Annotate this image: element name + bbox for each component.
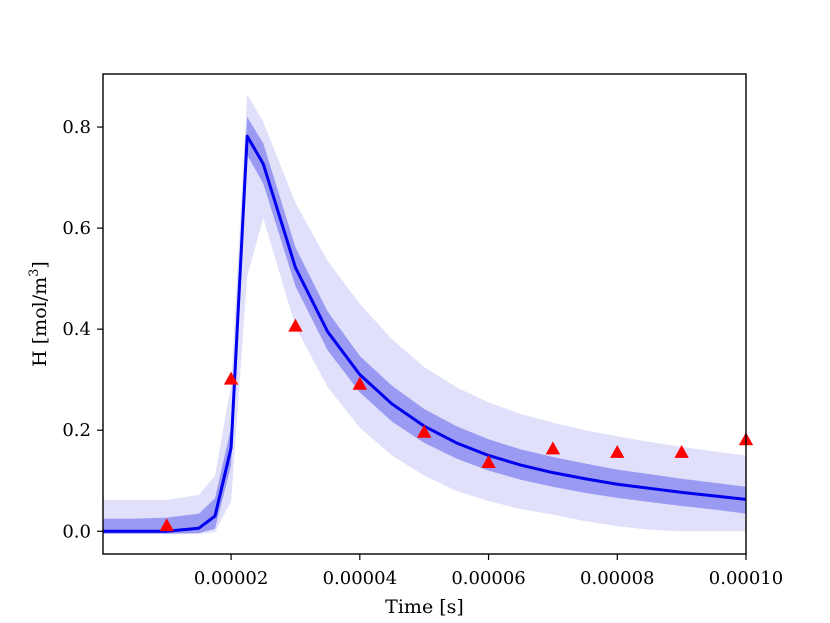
plot-area (103, 94, 746, 534)
observation-marker (352, 376, 368, 390)
y-tick-label: 0.8 (62, 117, 91, 138)
observation-marker (674, 444, 689, 458)
mean-prediction-line (103, 134, 746, 533)
y-axis-label-main: H [mol/m (29, 277, 51, 367)
x-tick-label: 0.00002 (194, 568, 268, 589)
y-axis-label-superscript: 3 (27, 269, 42, 277)
observation-marker (610, 444, 625, 458)
outer-uncertainty-band (103, 94, 746, 534)
x-tick-label: 0.00006 (451, 568, 525, 589)
y-axis-label-close: ] (29, 261, 51, 268)
observation-markers (159, 318, 754, 532)
y-tick-label: 0.4 (62, 319, 91, 340)
x-tick-label: 0.00010 (709, 568, 783, 589)
x-tick-label: 0.00008 (580, 568, 654, 589)
observation-marker (481, 455, 496, 469)
x-tick-label: 0.00004 (323, 568, 397, 589)
observation-marker (416, 424, 432, 438)
y-axis-label: H [mol/m3] (27, 261, 51, 367)
y-tick-label: 0.0 (62, 521, 91, 542)
y-axis: 0.0 0.2 0.4 0.6 0.8 (62, 117, 103, 542)
observation-marker (288, 318, 303, 332)
x-axis-label: Time [s] (385, 596, 464, 618)
observation-marker (159, 518, 174, 532)
y-tick-label: 0.2 (62, 420, 91, 441)
axes-frame (102, 73, 747, 555)
y-tick-label: 0.6 (62, 218, 91, 239)
observation-marker (545, 441, 561, 455)
observation-marker (223, 371, 239, 385)
x-axis: 0.00002 0.00004 0.00006 0.00008 0.00010 (194, 554, 783, 589)
